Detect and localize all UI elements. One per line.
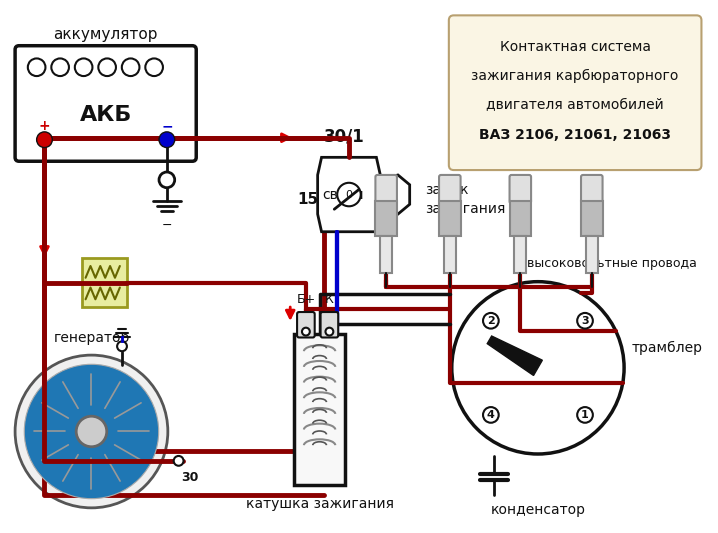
Text: высоковольтные провода: высоковольтные провода xyxy=(527,256,696,270)
Text: замок: замок xyxy=(425,183,469,197)
Polygon shape xyxy=(488,336,542,375)
Text: +: + xyxy=(39,119,50,133)
FancyBboxPatch shape xyxy=(82,258,126,307)
Circle shape xyxy=(51,59,69,76)
Text: 30: 30 xyxy=(182,471,199,483)
Circle shape xyxy=(577,313,593,328)
FancyBboxPatch shape xyxy=(449,15,701,170)
FancyBboxPatch shape xyxy=(586,236,597,273)
Text: 1: 1 xyxy=(581,410,589,420)
Circle shape xyxy=(98,59,116,76)
Text: катушка зажигания: катушка зажигания xyxy=(246,497,393,511)
Circle shape xyxy=(325,328,333,336)
Text: аккумулятор: аккумулятор xyxy=(53,27,158,42)
Text: ВАЗ 2106, 21061, 21063: ВАЗ 2106, 21061, 21063 xyxy=(479,128,671,142)
Polygon shape xyxy=(381,175,410,214)
Circle shape xyxy=(174,456,184,466)
Text: Б+: Б+ xyxy=(297,293,315,306)
FancyBboxPatch shape xyxy=(444,236,456,273)
Circle shape xyxy=(483,313,499,328)
FancyBboxPatch shape xyxy=(510,175,531,204)
Text: зажигания карбюраторного: зажигания карбюраторного xyxy=(472,69,679,83)
FancyBboxPatch shape xyxy=(320,312,338,337)
FancyBboxPatch shape xyxy=(297,312,314,337)
FancyBboxPatch shape xyxy=(376,201,397,236)
FancyBboxPatch shape xyxy=(439,201,460,236)
FancyBboxPatch shape xyxy=(581,175,602,204)
Text: 4: 4 xyxy=(487,410,495,420)
Circle shape xyxy=(117,342,127,351)
Circle shape xyxy=(483,407,499,423)
FancyBboxPatch shape xyxy=(15,46,196,161)
Circle shape xyxy=(302,328,309,336)
Text: 30/1: 30/1 xyxy=(324,127,365,146)
Text: −: − xyxy=(162,219,172,232)
Circle shape xyxy=(122,59,139,76)
Text: Контактная система: Контактная система xyxy=(500,39,651,54)
FancyBboxPatch shape xyxy=(510,201,531,236)
Text: генератор: генератор xyxy=(53,332,130,345)
Circle shape xyxy=(37,132,52,148)
FancyBboxPatch shape xyxy=(439,175,460,204)
Text: зажигания: зажигания xyxy=(425,202,505,216)
Circle shape xyxy=(337,183,360,206)
Text: К: К xyxy=(325,293,334,306)
Text: 3: 3 xyxy=(581,316,589,326)
Text: −: − xyxy=(161,119,172,133)
Text: конденсатор: конденсатор xyxy=(490,503,585,517)
FancyBboxPatch shape xyxy=(294,334,345,486)
FancyBboxPatch shape xyxy=(381,236,392,273)
Text: 0: 0 xyxy=(345,190,353,199)
Text: 15: 15 xyxy=(297,192,318,207)
Circle shape xyxy=(28,59,45,76)
Text: 2: 2 xyxy=(487,316,495,326)
Text: АКБ: АКБ xyxy=(80,105,132,125)
Circle shape xyxy=(76,416,107,447)
Circle shape xyxy=(75,59,93,76)
Circle shape xyxy=(145,59,163,76)
FancyBboxPatch shape xyxy=(514,236,526,273)
Text: двигателя автомобилей: двигателя автомобилей xyxy=(486,99,664,112)
Circle shape xyxy=(452,281,624,454)
Circle shape xyxy=(15,355,168,508)
Circle shape xyxy=(159,132,174,148)
Circle shape xyxy=(159,172,174,188)
FancyBboxPatch shape xyxy=(581,201,602,236)
Text: трамблер: трамблер xyxy=(632,341,703,356)
Text: свечи: свечи xyxy=(322,188,363,201)
FancyBboxPatch shape xyxy=(376,175,397,204)
Circle shape xyxy=(577,407,593,423)
Polygon shape xyxy=(317,157,381,232)
Circle shape xyxy=(24,364,159,499)
